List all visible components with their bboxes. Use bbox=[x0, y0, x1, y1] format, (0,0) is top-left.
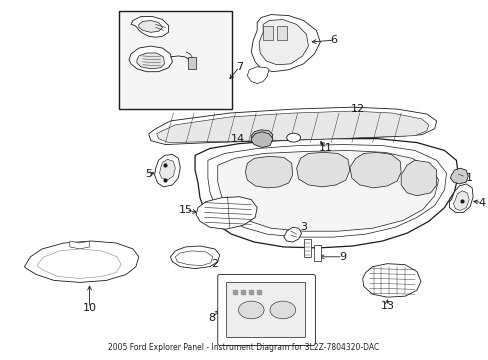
Polygon shape bbox=[156, 111, 428, 143]
Text: 6: 6 bbox=[330, 35, 337, 45]
Text: 8: 8 bbox=[208, 313, 215, 323]
Polygon shape bbox=[247, 67, 268, 84]
Polygon shape bbox=[245, 156, 292, 188]
Polygon shape bbox=[251, 132, 272, 148]
FancyBboxPatch shape bbox=[217, 275, 315, 345]
Text: 5: 5 bbox=[145, 169, 152, 179]
Text: 2: 2 bbox=[211, 259, 218, 269]
Polygon shape bbox=[70, 241, 89, 249]
Text: 1: 1 bbox=[465, 173, 472, 183]
Polygon shape bbox=[349, 152, 400, 188]
Polygon shape bbox=[362, 264, 420, 297]
Polygon shape bbox=[137, 53, 164, 69]
Text: 4: 4 bbox=[477, 198, 485, 208]
Polygon shape bbox=[251, 130, 272, 144]
Polygon shape bbox=[131, 17, 168, 37]
Polygon shape bbox=[449, 168, 468, 184]
Ellipse shape bbox=[269, 301, 295, 319]
Polygon shape bbox=[170, 246, 219, 269]
Bar bbox=[188, 57, 196, 69]
Text: 7: 7 bbox=[235, 62, 243, 72]
Polygon shape bbox=[159, 159, 175, 180]
Text: 13: 13 bbox=[380, 301, 393, 311]
Text: 14: 14 bbox=[230, 134, 244, 144]
Ellipse shape bbox=[238, 301, 264, 319]
Bar bbox=[303, 239, 311, 257]
Text: 12: 12 bbox=[350, 104, 364, 114]
Polygon shape bbox=[139, 21, 162, 32]
Polygon shape bbox=[283, 227, 301, 242]
Bar bbox=[314, 245, 321, 261]
Bar bbox=[263, 26, 272, 40]
Polygon shape bbox=[24, 241, 139, 282]
Polygon shape bbox=[251, 15, 320, 72]
Polygon shape bbox=[154, 154, 180, 187]
Text: 11: 11 bbox=[319, 144, 332, 153]
Polygon shape bbox=[195, 139, 457, 248]
Text: 9: 9 bbox=[339, 252, 346, 262]
Polygon shape bbox=[448, 184, 472, 212]
Polygon shape bbox=[196, 197, 257, 229]
Polygon shape bbox=[400, 160, 436, 196]
Polygon shape bbox=[129, 46, 172, 72]
Text: 2005 Ford Explorer Panel - Instrument Diagram for 3L2Z-7804320-DAC: 2005 Ford Explorer Panel - Instrument Di… bbox=[107, 343, 378, 352]
Polygon shape bbox=[259, 19, 308, 65]
Ellipse shape bbox=[286, 133, 300, 142]
Polygon shape bbox=[217, 150, 438, 231]
Polygon shape bbox=[296, 152, 349, 187]
Polygon shape bbox=[148, 107, 436, 145]
Text: 15: 15 bbox=[179, 204, 193, 215]
Polygon shape bbox=[452, 191, 468, 211]
Text: 3: 3 bbox=[300, 222, 306, 232]
FancyBboxPatch shape bbox=[226, 282, 305, 338]
Bar bbox=[119, 11, 231, 109]
Bar bbox=[276, 26, 286, 40]
Text: 10: 10 bbox=[82, 303, 96, 313]
